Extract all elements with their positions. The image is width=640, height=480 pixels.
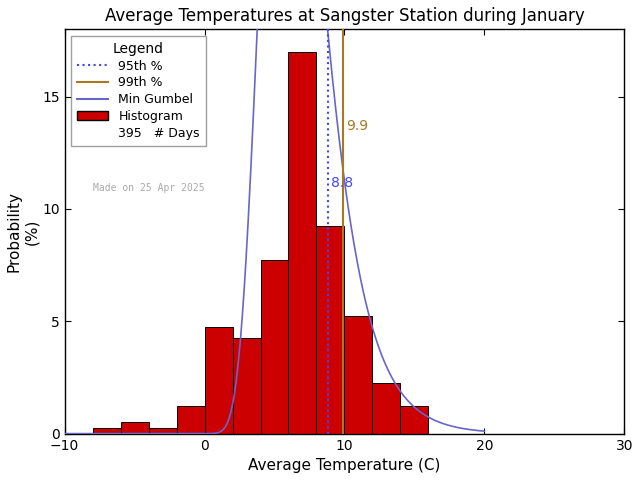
Bar	[260, 260, 289, 433]
Bar	[177, 406, 205, 433]
Text: Made on 25 Apr 2025: Made on 25 Apr 2025	[93, 183, 204, 193]
Y-axis label: Probability
(%): Probability (%)	[7, 191, 39, 272]
Bar	[401, 406, 428, 433]
Bar	[344, 316, 372, 433]
Bar	[316, 226, 344, 433]
Text: 9.9: 9.9	[346, 120, 369, 133]
Bar	[372, 383, 401, 433]
Bar	[120, 422, 148, 433]
Legend: 95th %, 99th %, Min Gumbel, Histogram, 395   # Days: 95th %, 99th %, Min Gumbel, Histogram, 3…	[71, 36, 206, 146]
Bar	[93, 428, 120, 433]
Bar	[148, 428, 177, 433]
X-axis label: Average Temperature (C): Average Temperature (C)	[248, 458, 441, 473]
Title: Average Temperatures at Sangster Station during January: Average Temperatures at Sangster Station…	[104, 7, 584, 25]
Bar	[289, 52, 316, 433]
Text: 8.8: 8.8	[331, 176, 353, 190]
Bar	[205, 327, 232, 433]
Bar	[232, 338, 260, 433]
